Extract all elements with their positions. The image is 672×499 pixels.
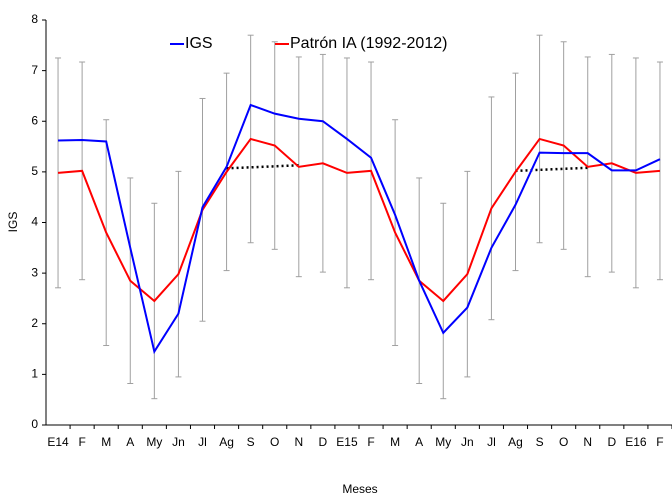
x-tick-label: D [607,435,616,449]
x-tick-label: N [583,435,592,449]
y-tick-label: 8 [31,12,38,26]
x-tick-label: Jn [461,435,474,449]
x-tick-label: E16 [625,435,647,449]
series-line [58,103,661,355]
x-tick-label: M [390,435,400,449]
x-tick-label: Jl [198,435,207,449]
x-tick-label: Jn [172,435,185,449]
x-tick-label: E14 [47,435,69,449]
x-tick-label: S [247,435,255,449]
y-axis-label: IGS [6,212,20,233]
x-tick-label: F [78,435,85,449]
x-tick-label: D [319,435,328,449]
legend-label: Patrón IA (1992-2012) [290,35,447,52]
y-tick-label: 0 [31,417,38,431]
x-tick-label: My [435,435,451,449]
y-tick-label: 3 [31,265,38,279]
x-tick-label: My [146,435,162,449]
x-tick-label: O [559,435,568,449]
x-tick-label: N [294,435,303,449]
x-tick-label: A [415,435,423,449]
y-tick-label: 6 [31,113,38,127]
x-tick-label: M [101,435,111,449]
series-line [57,137,661,303]
y-tick-label: 4 [31,215,38,229]
x-axis-label: Meses [342,482,377,496]
x-tick-label: F [367,435,374,449]
x-tick-label: F [656,435,663,449]
legend-label: IGS [185,35,213,52]
y-tick-label: 5 [31,164,38,178]
y-tick-label: 2 [31,316,38,330]
x-tick-label: E15 [336,435,358,449]
trendline [515,166,588,173]
x-tick-label: O [270,435,279,449]
x-tick-label: Ag [508,435,523,449]
x-tick-label: A [126,435,134,449]
x-tick-label: Ag [219,435,234,449]
x-tick-label: S [536,435,544,449]
y-tick-label: 1 [31,367,38,381]
trendline [226,164,299,170]
x-tick-label: Jl [487,435,496,449]
y-tick-label: 7 [31,63,38,77]
